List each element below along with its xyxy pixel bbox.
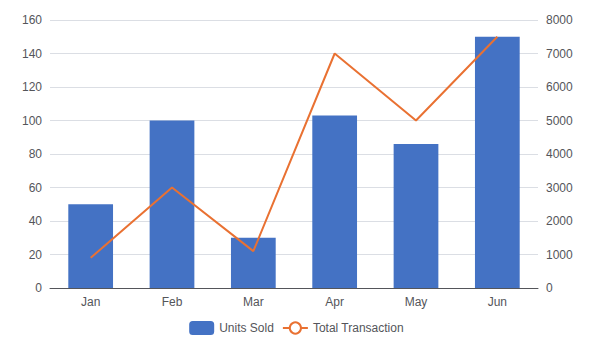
svg-text:60: 60 (29, 181, 43, 195)
svg-text:6000: 6000 (546, 80, 573, 94)
svg-text:Feb: Feb (162, 295, 183, 309)
svg-text:20: 20 (29, 248, 43, 262)
svg-text:8000: 8000 (546, 13, 573, 27)
svg-text:7000: 7000 (546, 47, 573, 61)
svg-text:0: 0 (35, 281, 42, 295)
svg-text:1000: 1000 (546, 248, 573, 262)
svg-text:80: 80 (29, 147, 43, 161)
svg-text:120: 120 (22, 80, 42, 94)
svg-text:100: 100 (22, 114, 42, 128)
svg-text:Apr: Apr (325, 295, 344, 309)
svg-text:5000: 5000 (546, 114, 573, 128)
svg-text:3000: 3000 (546, 181, 573, 195)
svg-text:Total Transaction: Total Transaction (313, 321, 404, 335)
svg-text:40: 40 (29, 214, 43, 228)
svg-text:Mar: Mar (243, 295, 264, 309)
svg-text:140: 140 (22, 47, 42, 61)
svg-text:Units Sold: Units Sold (219, 321, 274, 335)
svg-text:4000: 4000 (546, 147, 573, 161)
svg-text:2000: 2000 (546, 214, 573, 228)
svg-text:Jan: Jan (81, 295, 100, 309)
svg-text:Jun: Jun (488, 295, 507, 309)
svg-text:0: 0 (546, 281, 553, 295)
svg-text:160: 160 (22, 13, 42, 27)
svg-text:May: May (405, 295, 428, 309)
